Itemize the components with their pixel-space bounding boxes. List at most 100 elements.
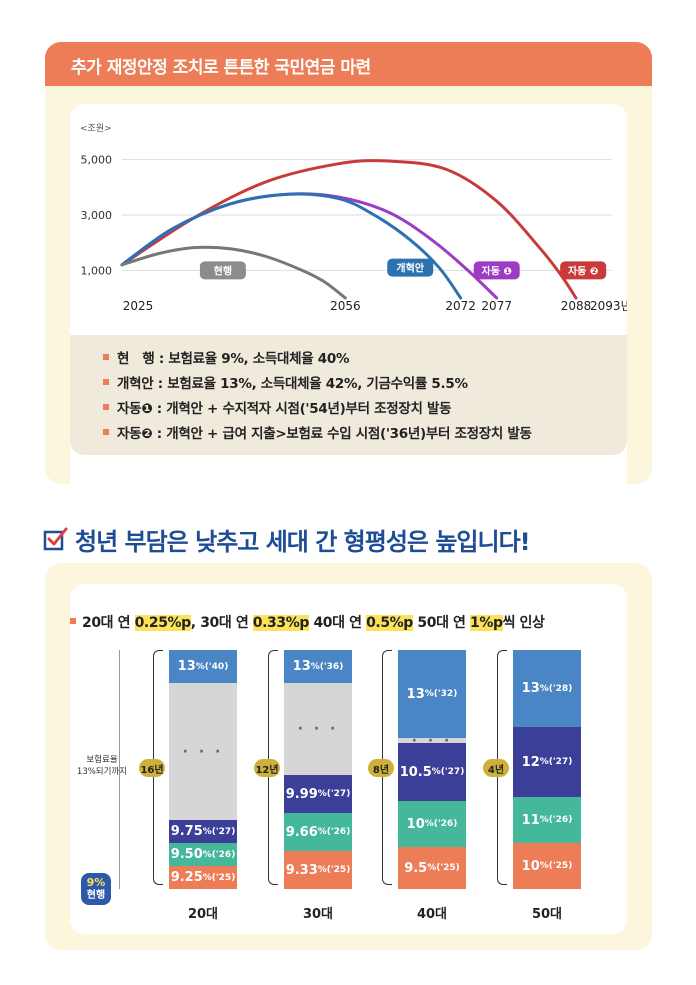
x-tick-label: 2025: [123, 299, 154, 313]
rate-segment: 10.5% ('27): [398, 743, 466, 801]
rate-year: ('26): [211, 849, 236, 860]
series-label: 개혁안: [396, 262, 424, 275]
legend-desc: : 개혁안 + 수지적자 시점('54년)부터 조정장치 발동: [152, 401, 452, 417]
y-tick-label: 5,000: [81, 154, 113, 167]
current-rate-value: 9%: [86, 876, 106, 889]
legend-term: 개혁안: [117, 376, 154, 392]
rate-year: ('27): [548, 757, 573, 767]
rate-segment: 9.50% ('26): [169, 843, 237, 866]
period-pill: 16년: [139, 759, 165, 777]
rate-year: ('36): [319, 661, 344, 672]
rate-segment: 13% ('32): [398, 650, 466, 738]
bullet-square-icon: [103, 379, 109, 385]
panel-title: 추가 재정안정 조치로 튼튼한 국민연금 마련: [71, 58, 371, 78]
rate-unit: %: [317, 789, 327, 799]
axis-line: [119, 650, 120, 889]
rate-year: ('26): [548, 815, 573, 825]
rate-year: ('32): [433, 689, 458, 699]
gap-segment: · · ·: [284, 683, 352, 775]
title-part: 0.5%p: [366, 615, 413, 631]
legend-row: 자동❷ : 개혁안 + 급여 지출>보험료 수입 시점('36년)부터 조정장치…: [103, 422, 532, 442]
rate-year: ('27): [440, 767, 465, 777]
side-note: 보험료율 13%되기까지: [76, 755, 128, 777]
rate-year: ('25): [548, 861, 573, 871]
gap-segment: · · ·: [398, 733, 466, 749]
rate-unit: %: [202, 826, 212, 837]
rate-unit: %: [317, 865, 327, 875]
age-category-label: 30대: [302, 907, 334, 922]
rate-segment: 12% ('27): [513, 727, 581, 797]
unit-label: <조원>: [80, 123, 112, 134]
y-tick-label: 3,000: [81, 209, 113, 222]
fund-projection-panel: 추가 재정안정 조치로 튼튼한 국민연금 마련: [45, 42, 652, 506]
legend-row: 현 행 : 보험료율 9%, 소득대체율 40%: [103, 347, 350, 367]
rate-value: 9.33: [285, 862, 318, 878]
rate-segment: 13% ('40): [169, 650, 237, 683]
rate-unit: %: [539, 757, 549, 767]
series-label-badge: [387, 258, 434, 277]
bullet-square-icon: [103, 404, 109, 410]
rate-segment: 9.75% ('27): [169, 820, 237, 843]
series-label: 자동 ❶: [482, 264, 513, 277]
series-line: [120, 192, 499, 300]
ellipsis: · · ·: [297, 721, 339, 737]
rate-value: 9.99: [285, 786, 318, 802]
legend-row: 자동❶ : 개혁안 + 수지적자 시점('54년)부터 조정장치 발동: [103, 397, 452, 417]
stacked-bar-50대: 10% ('25) 11% ('26) 12% ('27) 13% ('28): [513, 650, 581, 889]
rate-segment: 9.5% ('25): [398, 847, 466, 889]
x-tick-label: 2056: [330, 299, 361, 313]
title-part: 20대 연: [82, 615, 135, 631]
title-part: , 30대 연: [190, 615, 253, 631]
rate-segment: 9.99% ('27): [284, 775, 352, 813]
legend-row: 개혁안 : 보험료율 13%, 소득대체율 42%, 기금수익률 5.5%: [103, 372, 468, 392]
age-category-label: 50대: [531, 907, 563, 922]
legend-term: 자동❷: [117, 426, 153, 442]
title-part: 0.25%p: [134, 615, 191, 631]
rate-unit: %: [539, 683, 549, 694]
stacked-bar-40대: 9.5% ('25) 10% ('26) 10.5% ('27) · · · 13% ('32): [398, 650, 466, 889]
current-rate-label: 현행: [86, 890, 106, 901]
stacked-bar-20대: 9.25% ('25) 9.50% ('26) 9.75% ('27) · · · 13% ('…: [169, 650, 237, 889]
headline-text: 청년 부담은 낮추고 세대 간 형평성은 높입니다!: [75, 528, 531, 556]
period-pill: 8년: [368, 759, 394, 777]
title-part: 씩 인상: [502, 615, 545, 631]
period-pill: 12년: [254, 759, 280, 777]
y-tick-label: 1,000: [81, 264, 113, 277]
rate-segment: 13% ('36): [284, 650, 352, 683]
period-pill: 4년: [483, 759, 509, 777]
title-part: 0.33%p: [252, 615, 309, 631]
gap-segment: · · ·: [169, 683, 237, 820]
bullet-square-icon: [103, 354, 109, 360]
rate-value: 10.5: [399, 764, 432, 780]
title-part: 40대 연: [308, 615, 367, 631]
legend-desc: : 보험료율 9%, 소득대체율 40%: [154, 351, 350, 367]
rate-value: 11: [521, 812, 540, 828]
rate-unit: %: [539, 861, 549, 871]
rate-value: 9.75: [170, 824, 203, 839]
x-tick-label: 2077: [481, 299, 512, 313]
rate-segment: 10% ('25): [513, 843, 581, 889]
x-tick-label: 2088: [561, 299, 592, 313]
rate-value: 13: [521, 681, 540, 696]
x-tick-label: 2093년: [590, 299, 627, 313]
checkbox-check-icon: [43, 527, 68, 551]
rate-unit: %: [202, 872, 212, 883]
legend-term: 현 행: [117, 351, 155, 367]
rate-value: 9.5: [404, 860, 428, 876]
series-label-badge: [199, 261, 246, 280]
rate-year: ('26): [433, 819, 458, 829]
rate-segment: 9.25% ('25): [169, 866, 237, 889]
bullet-square-icon: [70, 618, 76, 624]
legend-desc: : 개혁안 + 급여 지출>보험료 수입 시점('36년)부터 조정장치 발동: [152, 426, 532, 442]
rate-value: 12: [521, 754, 540, 770]
series-line: [120, 245, 347, 300]
rate-segment: 10% ('26): [398, 801, 466, 847]
rate-value: 10: [521, 858, 540, 874]
rate-unit: %: [202, 849, 212, 860]
rate-year: ('28): [548, 683, 573, 694]
rate-year: ('26): [326, 827, 351, 837]
fund-line-chart: <조원> 1,000 3,000 5,000 2025 2056 2072 2077 20882…: [80, 123, 627, 313]
series-label-badge: [473, 261, 520, 280]
rate-unit: %: [424, 819, 434, 829]
series-line: [120, 159, 578, 300]
